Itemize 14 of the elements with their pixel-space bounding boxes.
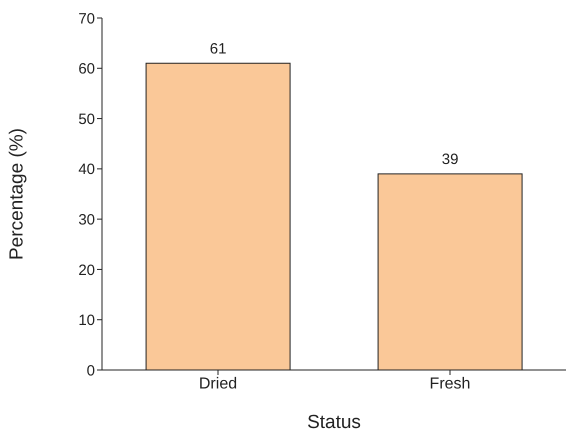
data-label: 39 <box>442 150 458 168</box>
y-tick-label: 70 <box>78 10 95 28</box>
y-tick-label: 40 <box>78 161 95 178</box>
y-tick-label: 60 <box>78 60 95 78</box>
data-label: 61 <box>210 40 226 58</box>
y-tick-label: 10 <box>78 312 95 330</box>
x-tick-label: Fresh <box>430 375 470 392</box>
y-tick-label: 0 <box>86 362 95 380</box>
y-tick-label: 30 <box>78 211 95 228</box>
x-tick-label: Dried <box>198 375 238 392</box>
y-tick-label: 50 <box>78 110 95 128</box>
y-tick-label: 20 <box>78 262 95 279</box>
x-axis-title: Status <box>307 412 361 432</box>
y-axis-title: Percentage (%) <box>6 128 28 260</box>
